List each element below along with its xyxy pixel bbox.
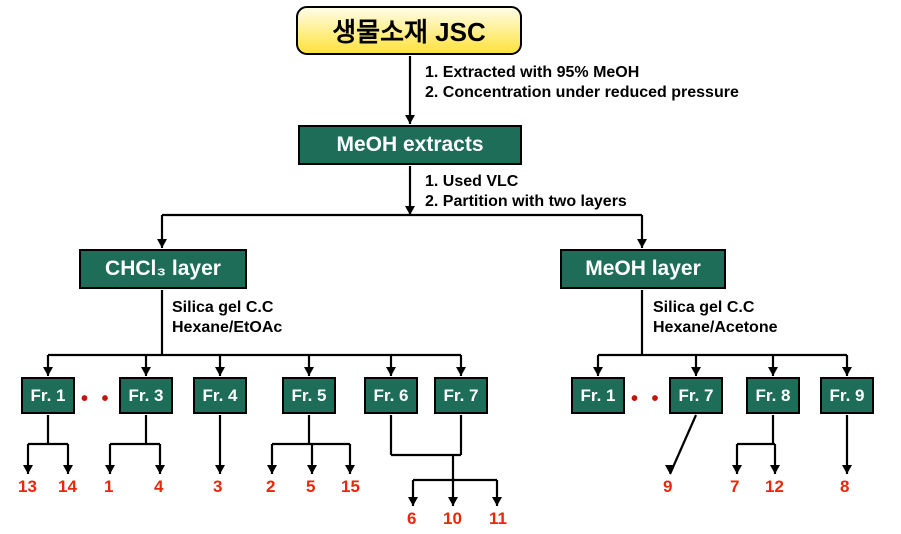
fraction-fr6: Fr. 6 — [364, 377, 418, 414]
node-label: CHCl₃ layer — [105, 257, 221, 281]
leaf-number: 15 — [341, 477, 360, 497]
fraction-label: Fr. 1 — [581, 386, 616, 406]
node-chcl3: CHCl₃ layer — [79, 249, 247, 289]
method-left: Silica gel C.CHexane/EtOAc — [172, 298, 282, 338]
fraction-label: Fr. 8 — [756, 386, 791, 406]
node-meoh_x: MeOH extracts — [298, 125, 522, 165]
leaf-number: 11 — [489, 509, 507, 529]
node-meoh_l: MeOH layer — [560, 249, 726, 289]
fraction-rfr7: Fr. 7 — [669, 377, 723, 414]
fraction-label: Fr. 9 — [830, 386, 865, 406]
leaf-number: 1 — [104, 477, 113, 497]
fraction-fr1: Fr. 1 — [21, 377, 75, 414]
fraction-fr7: Fr. 7 — [434, 377, 488, 414]
leaf-number: 4 — [154, 477, 163, 497]
fraction-label: Fr. 4 — [203, 386, 238, 406]
leaf-number: 2 — [266, 477, 275, 497]
leaf-number: 6 — [407, 509, 416, 529]
method-right-line1: Silica gel C.C — [653, 298, 778, 318]
step-1-line1: 1. Extracted with 95% MeOH — [425, 63, 739, 83]
step-2-line1: 1. Used VLC — [425, 172, 627, 192]
fraction-rfr1: Fr. 1 — [571, 377, 625, 414]
fraction-label: Fr. 7 — [444, 386, 479, 406]
method-right: Silica gel C.CHexane/Acetone — [653, 298, 778, 338]
leaf-number: 13 — [18, 477, 37, 497]
fraction-fr4: Fr. 4 — [193, 377, 247, 414]
ellipsis-dots: • • — [81, 388, 113, 411]
fraction-label: Fr. 6 — [374, 386, 409, 406]
fraction-label: Fr. 1 — [31, 386, 66, 406]
fraction-fr5: Fr. 5 — [282, 377, 336, 414]
leaf-number: 5 — [306, 477, 315, 497]
step-2-line2: 2. Partition with two layers — [425, 192, 627, 212]
fraction-rfr9: Fr. 9 — [820, 377, 874, 414]
leaf-number: 12 — [765, 477, 784, 497]
fraction-label: Fr. 3 — [129, 386, 164, 406]
method-left-line1: Silica gel C.C — [172, 298, 282, 318]
fraction-label: Fr. 7 — [679, 386, 714, 406]
fraction-rfr8: Fr. 8 — [746, 377, 800, 414]
step-2: 1. Used VLC2. Partition with two layers — [425, 172, 627, 212]
method-right-line2: Hexane/Acetone — [653, 318, 778, 338]
ellipsis-dots: • • — [631, 388, 663, 411]
node-label: MeOH extracts — [336, 133, 483, 157]
step-1: 1. Extracted with 95% MeOH2. Concentrati… — [425, 63, 739, 103]
leaf-number: 10 — [443, 509, 462, 529]
root-node: 생물소재 JSC — [296, 6, 522, 55]
leaf-number: 8 — [840, 477, 849, 497]
leaf-number: 9 — [663, 477, 672, 497]
step-1-line2: 2. Concentration under reduced pressure — [425, 83, 739, 103]
leaf-number: 14 — [58, 477, 77, 497]
node-label: MeOH layer — [585, 257, 701, 281]
method-left-line2: Hexane/EtOAc — [172, 318, 282, 338]
leaf-number: 3 — [213, 477, 222, 497]
leaf-number: 7 — [730, 477, 739, 497]
root-label: 생물소재 JSC — [332, 12, 485, 49]
fraction-label: Fr. 5 — [292, 386, 327, 406]
fraction-fr3: Fr. 3 — [119, 377, 173, 414]
